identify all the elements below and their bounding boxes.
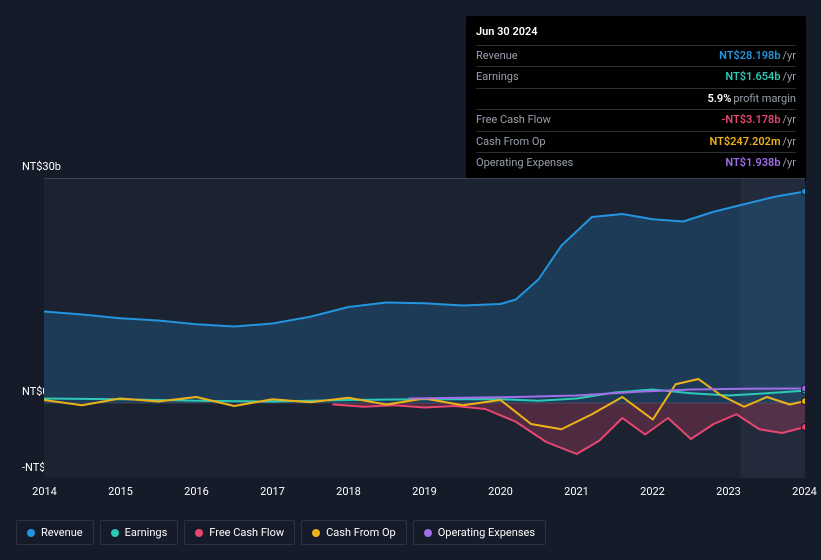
x-axis-labels: 2014 2015 2016 2017 2018 2019 2020 2021 2022 2023… bbox=[44, 485, 805, 498]
legend-dot-icon bbox=[195, 529, 203, 537]
x-axis-year: 2021 bbox=[576, 485, 577, 498]
x-axis-year: 2018 bbox=[348, 485, 349, 498]
legend-dot-icon bbox=[27, 529, 35, 537]
legend-item-earnings[interactable]: Earnings bbox=[100, 520, 179, 545]
chart-legend: Revenue Earnings Free Cash Flow Cash From O… bbox=[16, 520, 546, 545]
tooltip-row-value: NT$1.938b/yr bbox=[725, 155, 796, 172]
legend-label: Revenue bbox=[41, 526, 83, 539]
x-axis-year: 2014 bbox=[44, 485, 45, 498]
tooltip-row: Operating Expenses NT$1.938b/yr bbox=[476, 152, 796, 174]
legend-dot-icon bbox=[312, 529, 320, 537]
legend-label: Operating Expenses bbox=[438, 526, 535, 539]
legend-label: Free Cash Flow bbox=[209, 526, 284, 539]
tooltip-title: Jun 30 2024 bbox=[476, 24, 796, 41]
legend-item-opex[interactable]: Operating Expenses bbox=[413, 520, 546, 545]
legend-dot-icon bbox=[424, 529, 432, 537]
chart-tooltip: Jun 30 2024 RevenueNT$28.198b/yrEarnings… bbox=[466, 16, 806, 182]
x-axis-year: 2017 bbox=[272, 485, 273, 498]
tooltip-row-value: NT$1.654b/yr bbox=[725, 69, 796, 86]
legend-item-fcf[interactable]: Free Cash Flow bbox=[184, 520, 295, 545]
x-axis-year: 2015 bbox=[120, 485, 121, 498]
financials-chart bbox=[44, 178, 805, 478]
legend-dot-icon bbox=[111, 529, 119, 537]
tooltip-row: Cash From Op NT$247.202m/yr bbox=[476, 131, 796, 153]
tooltip-row: Revenue NT$28.198b/yr bbox=[476, 45, 796, 67]
tooltip-row: 5.9%profit margin bbox=[476, 88, 796, 110]
tooltip-row-label: Revenue bbox=[476, 48, 518, 65]
legend-item-cfo[interactable]: Cash From Op bbox=[301, 520, 407, 545]
tooltip-row: Earnings NT$1.654b/yr bbox=[476, 66, 796, 88]
x-axis-year: 2016 bbox=[196, 485, 197, 498]
tooltip-row: Free Cash Flow -NT$3.178b/yr bbox=[476, 109, 796, 131]
tooltip-row-value: 5.9%profit margin bbox=[708, 91, 797, 108]
tooltip-row-label: Cash From Op bbox=[476, 134, 546, 151]
x-axis-year: 2019 bbox=[424, 485, 425, 498]
tooltip-row-value: NT$28.198b/yr bbox=[719, 48, 796, 65]
x-axis-year: 2020 bbox=[500, 485, 501, 498]
legend-item-revenue[interactable]: Revenue bbox=[16, 520, 94, 545]
tooltip-row-value: NT$247.202m/yr bbox=[709, 134, 796, 151]
x-axis-year: 2024 bbox=[804, 485, 805, 498]
y-axis-label: NT$30b bbox=[22, 160, 61, 173]
x-axis-year: 2023 bbox=[728, 485, 729, 498]
legend-label: Cash From Op bbox=[326, 526, 396, 539]
tooltip-row-value: -NT$3.178b/yr bbox=[721, 112, 796, 129]
tooltip-row-label: Operating Expenses bbox=[476, 155, 573, 172]
tooltip-row-label: Earnings bbox=[476, 69, 519, 86]
legend-label: Earnings bbox=[125, 526, 168, 539]
tooltip-row-label: Free Cash Flow bbox=[476, 112, 551, 129]
x-axis-year: 2022 bbox=[652, 485, 653, 498]
